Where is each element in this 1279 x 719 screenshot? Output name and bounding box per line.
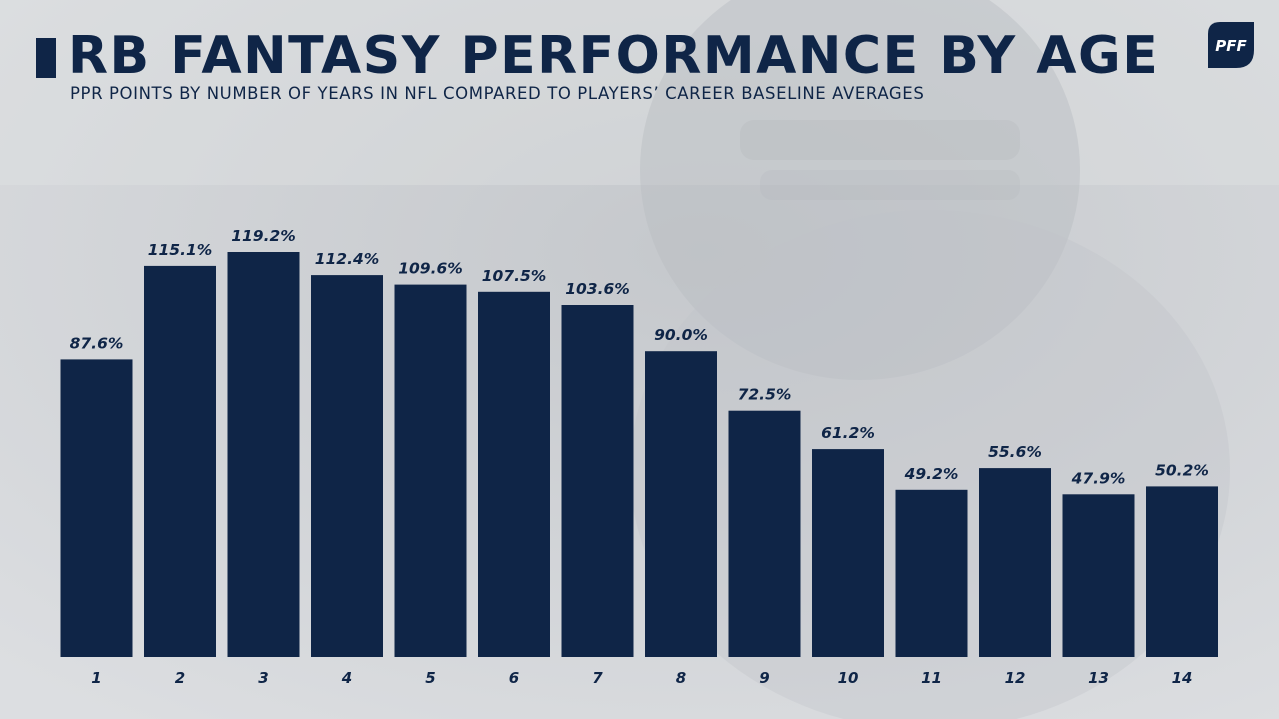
x-tick-label-12: 12 xyxy=(1005,669,1026,687)
value-label-year-12: 55.6% xyxy=(988,443,1042,461)
value-label-year-9: 72.5% xyxy=(738,386,792,404)
value-label-year-3: 119.2% xyxy=(231,227,296,245)
value-label-year-7: 103.6% xyxy=(565,280,630,298)
value-label-year-14: 50.2% xyxy=(1155,461,1209,479)
pff-logo: PFF xyxy=(1208,22,1254,68)
pff-logo-text: PFF xyxy=(1215,37,1247,55)
bar-year-11 xyxy=(895,489,968,657)
x-tick-label-3: 3 xyxy=(258,669,268,687)
x-tick-label-13: 13 xyxy=(1088,669,1109,687)
x-tick-label-5: 5 xyxy=(425,669,435,687)
bar-year-14 xyxy=(1146,486,1218,657)
bar-year-3 xyxy=(227,252,300,657)
value-label-year-8: 90.0% xyxy=(654,326,708,344)
x-tick-label-7: 7 xyxy=(592,669,603,687)
x-tick-label-11: 11 xyxy=(921,669,942,687)
value-label-year-11: 49.2% xyxy=(904,465,959,483)
x-tick-label-1: 1 xyxy=(91,669,101,687)
x-tick-label-6: 6 xyxy=(509,669,519,687)
value-label-year-10: 61.2% xyxy=(821,424,875,442)
bar-year-5 xyxy=(394,284,467,657)
x-tick-label-9: 9 xyxy=(759,669,769,687)
bar-year-2 xyxy=(144,265,216,657)
x-tick-label-2: 2 xyxy=(175,669,185,687)
bar-year-8 xyxy=(645,351,717,657)
bar-year-12 xyxy=(979,468,1051,657)
chart-title: RB FANTASY PERFORMANCE BY AGE xyxy=(68,26,1160,86)
bar-year-1 xyxy=(60,359,133,657)
value-label-year-13: 47.9% xyxy=(1071,469,1126,487)
bar-year-13 xyxy=(1062,494,1135,657)
bar-year-9 xyxy=(728,410,801,657)
value-label-year-6: 107.5% xyxy=(482,267,547,285)
chart-subtitle: PPR POINTS BY NUMBER OF YEARS IN NFL COM… xyxy=(70,84,925,103)
value-label-year-4: 112.4% xyxy=(315,250,380,268)
value-label-year-1: 87.6% xyxy=(70,334,124,352)
title-accent-bar xyxy=(36,38,56,78)
bars-group xyxy=(60,252,1218,657)
bar-year-4 xyxy=(311,275,383,657)
bar-year-6 xyxy=(478,291,550,657)
x-axis-tick-labels: 1 2 3 4 5 6 7 8 9 10 11 12 13 14 xyxy=(91,669,1192,687)
x-tick-label-8: 8 xyxy=(676,669,686,687)
bar-year-10 xyxy=(812,449,884,657)
bar-year-7 xyxy=(561,305,634,657)
x-tick-label-4: 4 xyxy=(341,669,352,687)
value-label-year-2: 115.1% xyxy=(148,241,213,259)
value-labels-group: 87.6% 115.1% 119.2% 112.4% 109.6% 107.5% 103.6… xyxy=(70,227,1209,487)
value-label-year-5: 109.6% xyxy=(398,260,463,278)
x-tick-label-10: 10 xyxy=(838,669,859,687)
x-tick-label-14: 14 xyxy=(1172,669,1193,687)
